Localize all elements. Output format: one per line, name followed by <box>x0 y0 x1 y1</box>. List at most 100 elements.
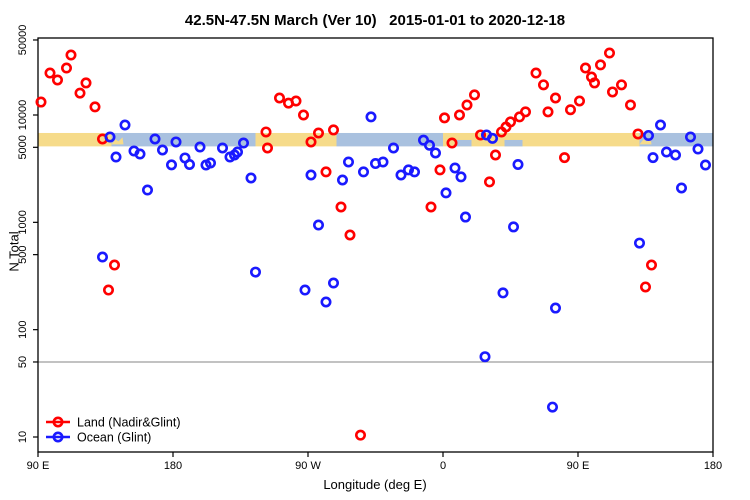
chart-title: 42.5N-47.5N March (Ver 10) 2015-01-01 to… <box>184 12 566 29</box>
land-point <box>305 136 317 148</box>
ocean-point <box>217 142 229 154</box>
coast-band-lake <box>504 139 523 147</box>
land-point <box>594 59 606 71</box>
land-point <box>273 92 285 104</box>
legend-marker <box>52 431 64 443</box>
ocean-point <box>205 157 217 169</box>
ocean-point <box>320 296 332 308</box>
land-point <box>312 127 324 139</box>
ocean-point <box>633 237 645 249</box>
land-point <box>461 99 473 111</box>
ocean-point <box>423 139 435 151</box>
x-tick-label: 180 <box>704 460 722 472</box>
land-point <box>327 124 339 136</box>
ocean-point <box>245 172 257 184</box>
land-point <box>588 77 600 89</box>
land-point <box>530 67 542 79</box>
land-point <box>35 96 47 108</box>
plot-box <box>37 37 714 453</box>
ocean-point <box>97 251 109 263</box>
land-point <box>80 77 92 89</box>
coast-band-lake <box>456 139 472 147</box>
y-tick-label: 10 <box>17 431 29 443</box>
land-point <box>354 429 366 441</box>
coast-band-land <box>443 132 640 147</box>
ocean-point <box>402 164 414 176</box>
ocean-point <box>110 151 122 163</box>
ocean-point <box>232 146 244 158</box>
land-point <box>51 74 63 86</box>
ocean-point <box>157 144 169 156</box>
x-tick-label: 90 E <box>27 460 50 472</box>
land-point <box>639 281 651 293</box>
land-point <box>564 104 576 116</box>
land-point <box>103 284 115 296</box>
land-point <box>483 176 495 188</box>
ocean-point <box>365 111 377 123</box>
ocean-point <box>312 219 324 231</box>
ocean-point <box>119 119 131 131</box>
land-point <box>519 106 531 118</box>
land-point <box>573 95 585 107</box>
land-point <box>468 89 480 101</box>
land-point <box>537 79 549 91</box>
ocean-point <box>486 132 498 144</box>
land-point <box>44 67 56 79</box>
legend-label: Ocean (Glint) <box>77 431 151 445</box>
ocean-point <box>654 119 666 131</box>
coast-band-land <box>38 132 112 147</box>
land-point <box>260 126 272 138</box>
land-point <box>603 47 615 59</box>
land-point <box>109 259 121 271</box>
coast-band-ocean <box>111 132 256 147</box>
ocean-point <box>342 156 354 168</box>
ocean-point <box>305 169 317 181</box>
ocean-point <box>357 166 369 178</box>
ocean-point <box>336 174 348 186</box>
ocean-point <box>134 148 146 160</box>
land-point <box>549 92 561 104</box>
land-point <box>297 109 309 121</box>
land-point <box>632 128 644 140</box>
land-point <box>89 101 101 113</box>
land-point <box>624 99 636 111</box>
land-point <box>579 62 591 74</box>
land-point <box>434 164 446 176</box>
land-point <box>504 116 516 128</box>
land-point <box>558 152 570 164</box>
land-point <box>290 95 302 107</box>
y-tick-label: 1000 <box>17 210 29 234</box>
land-point <box>474 129 486 141</box>
ocean-point <box>429 147 441 159</box>
ocean-point <box>449 162 461 174</box>
ocean-point <box>299 284 311 296</box>
ocean-point <box>142 184 154 196</box>
land-point <box>425 201 437 213</box>
y-tick-label: 50 <box>17 356 29 368</box>
ocean-point <box>408 166 420 178</box>
ocean-point <box>104 131 116 143</box>
ocean-point <box>194 141 206 153</box>
land-point <box>489 149 501 161</box>
x-tick-label: 90 E <box>567 460 590 472</box>
coast-band-island <box>111 137 124 145</box>
ocean-point <box>507 221 519 233</box>
ocean-point <box>642 130 654 142</box>
land-point <box>320 166 332 178</box>
land-point <box>261 142 273 154</box>
ocean-point <box>669 149 681 161</box>
x-tick-label: 180 <box>164 460 182 472</box>
coast-band-island <box>639 137 652 145</box>
land-point <box>438 112 450 124</box>
ocean-point <box>455 171 467 183</box>
ocean-point <box>660 146 672 158</box>
legend-label: Land (Nadir&Glint) <box>77 416 181 430</box>
y-axis-label: N Total <box>6 231 22 272</box>
ocean-point <box>170 136 182 148</box>
ocean-point <box>327 277 339 289</box>
ocean-point <box>166 159 178 171</box>
ocean-point <box>647 152 659 164</box>
x-tick-label: 90 W <box>295 460 321 472</box>
